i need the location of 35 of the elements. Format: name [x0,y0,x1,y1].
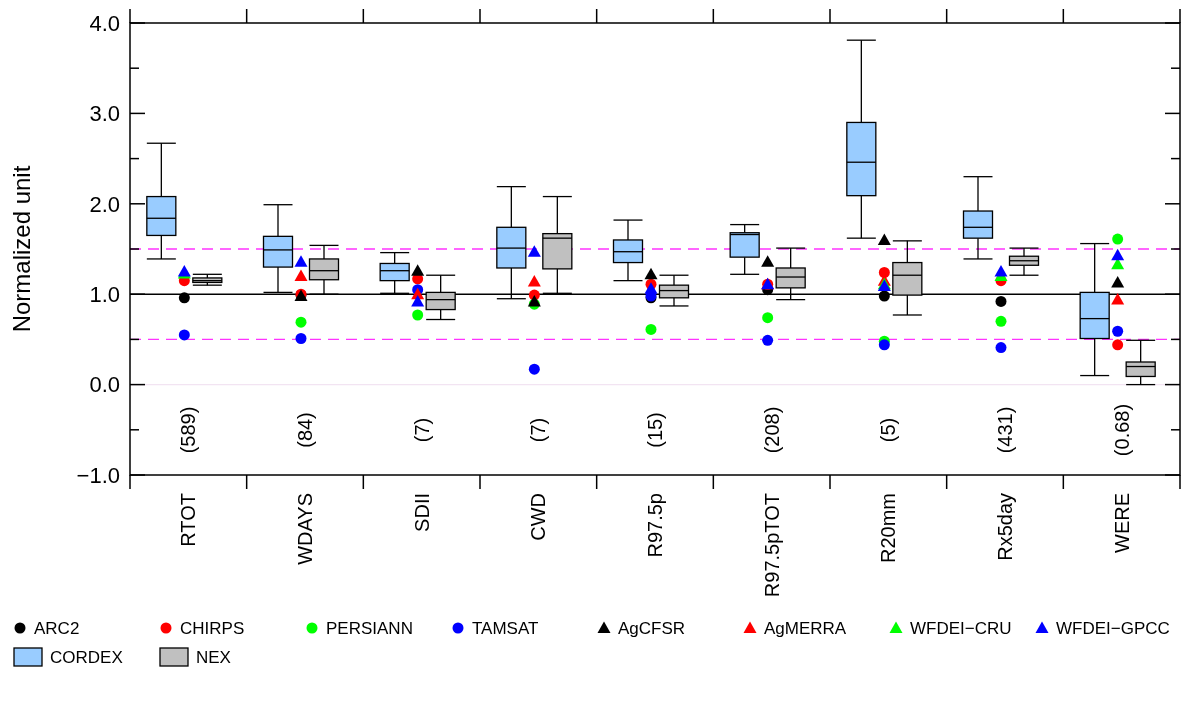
y-tick-label: 3.0 [89,101,120,127]
legend-label: CORDEX [50,647,123,667]
legend-label: WFDEI−GPCC [1056,618,1170,638]
annotation: (589) [177,406,200,454]
annotation: (5) [877,417,900,443]
y-tick-label: 0.0 [89,372,120,398]
y-tick-label: −1.0 [76,462,120,488]
annotation: (15) [644,412,666,448]
annotation: (84) [294,412,316,448]
annotation: (0.68) [1110,403,1133,457]
x-tick-label: R97.5pTOT [760,493,783,598]
legend-label: PERSIANN [326,618,413,638]
x-tick-label: Rx5day [994,493,1016,561]
legend-label: CHIRPS [180,618,245,638]
x-tick-label: R20mm [877,493,900,564]
x-tick-label: R97.5p [644,493,666,558]
annotation: (7) [410,417,433,443]
x-tick-label: SDII [410,493,433,532]
legend-label: AgMERRA [764,618,847,638]
legend-label: AgCFSR [618,618,686,638]
x-tick-label: RTOT [177,493,200,547]
legend-label: WFDEI−CRU [910,618,1012,638]
y-axis-title: Normalized unit [8,165,35,333]
legend-label: ARC2 [34,618,80,638]
y-tick-label: 2.0 [89,191,120,217]
x-tick-label: CWD [527,493,550,541]
x-tick-label: WDAYS [294,493,316,565]
y-tick-label: 4.0 [89,10,120,36]
y-tick-label: 1.0 [89,281,120,307]
legend-label: NEX [196,647,231,667]
annotation: (7) [527,417,550,443]
annotation: (431) [994,406,1016,454]
legend-label: TAMSAT [472,618,539,638]
x-tick-label: WERE [1110,493,1133,553]
annotation: (208) [760,406,783,454]
